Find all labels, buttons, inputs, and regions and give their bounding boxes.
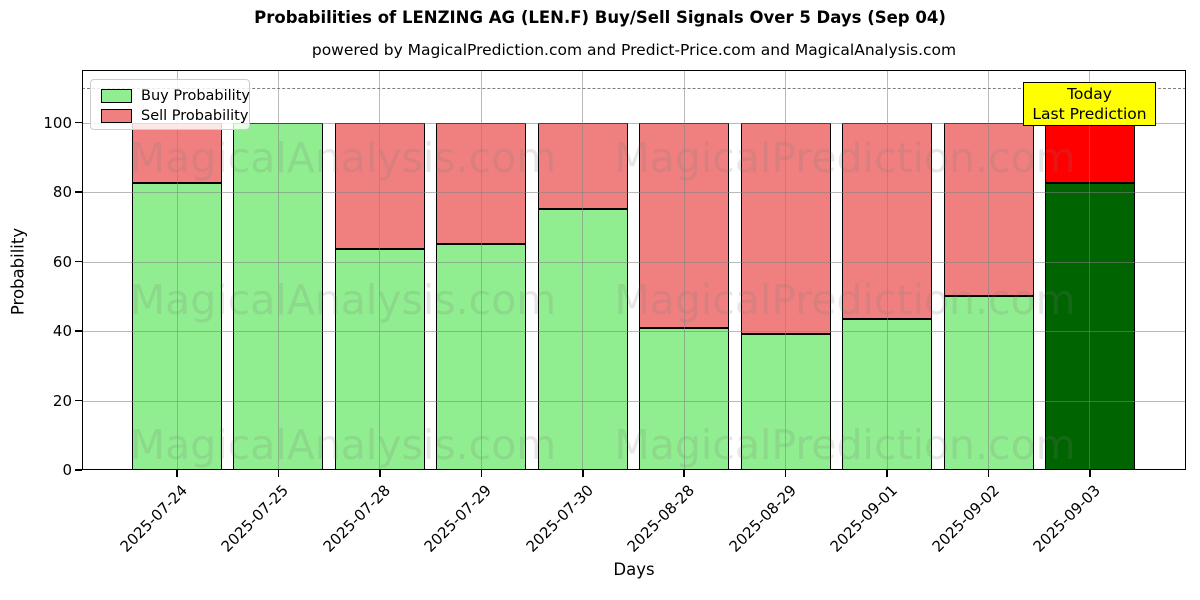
y-tick-label: 20	[52, 391, 72, 410]
x-tick-label: 2025-07-28	[319, 481, 394, 556]
x-tick-label: 2025-07-30	[522, 481, 597, 556]
y-tick-mark	[75, 330, 82, 332]
x-tick-mark	[379, 470, 381, 477]
x-tick-mark	[987, 470, 990, 477]
x-tick-mark	[480, 470, 483, 477]
y-gridline	[82, 261, 1186, 263]
x-gridline	[1089, 70, 1091, 470]
chart-subtitle: powered by MagicalPrediction.com and Pre…	[311, 41, 957, 59]
plot-area	[82, 70, 1186, 470]
x-gridline	[277, 70, 279, 470]
x-gridline	[683, 70, 685, 470]
x-gridline	[785, 70, 787, 470]
legend: Buy Probability Sell Probability	[90, 79, 250, 130]
annotation-line1: Today	[1067, 85, 1112, 103]
legend-buy-label: Buy Probability	[141, 88, 250, 104]
x-tick-label: 2025-08-28	[623, 481, 699, 556]
x-tick-mark	[1089, 470, 1091, 477]
y-tick-mark	[75, 469, 82, 471]
x-tick-label: 2025-07-24	[116, 481, 192, 556]
x-tick-label: 2025-09-01	[826, 481, 902, 556]
x-tick-mark	[581, 470, 584, 477]
x-tick-mark	[277, 470, 280, 477]
x-tick-mark	[683, 470, 685, 477]
x-tick-label: 2025-07-29	[420, 481, 496, 556]
annotation-line2: Last Prediction	[1032, 105, 1147, 123]
x-tick-label: 2025-07-25	[218, 481, 293, 556]
x-tick-label: 2025-08-29	[725, 481, 800, 556]
y-tick-mark	[75, 191, 82, 193]
y-tick-label: 80	[52, 183, 72, 201]
y-tick-mark	[75, 399, 82, 402]
dashed-reference-line	[82, 87, 1186, 89]
x-axis-label: Days	[613, 560, 655, 579]
x-tick-label: 2025-09-02	[928, 481, 1003, 556]
x-gridline	[379, 70, 381, 470]
legend-item-buy: Buy Probability	[101, 86, 250, 106]
y-gridline	[82, 192, 1186, 193]
x-tick-label: 2025-09-03	[1029, 481, 1104, 556]
sell-swatch-icon	[101, 109, 132, 123]
y-tick-label: 60	[52, 252, 72, 271]
x-gridline	[176, 70, 178, 470]
x-gridline	[480, 70, 482, 470]
x-gridline	[886, 70, 888, 470]
y-tick-mark	[75, 260, 82, 263]
x-gridline	[988, 70, 990, 470]
legend-sell-label: Sell Probability	[141, 108, 249, 124]
x-tick-mark	[176, 470, 178, 477]
x-tick-mark	[784, 470, 787, 477]
chart-title: Probabilities of LENZING AG (LEN.F) Buy/…	[254, 8, 946, 27]
today-annotation: Today Last Prediction	[1023, 82, 1156, 126]
y-gridline	[82, 122, 1186, 124]
buy-swatch-icon	[101, 89, 132, 103]
y-gridline	[82, 331, 1186, 332]
y-tick-label: 100	[43, 113, 72, 132]
y-gridline	[82, 400, 1186, 402]
x-tick-mark	[886, 470, 888, 477]
y-tick-label: 40	[52, 322, 72, 340]
x-gridline	[582, 70, 584, 470]
legend-item-sell: Sell Probability	[101, 106, 248, 126]
y-tick-mark	[75, 121, 82, 124]
y-tick-label: 0	[62, 461, 72, 479]
